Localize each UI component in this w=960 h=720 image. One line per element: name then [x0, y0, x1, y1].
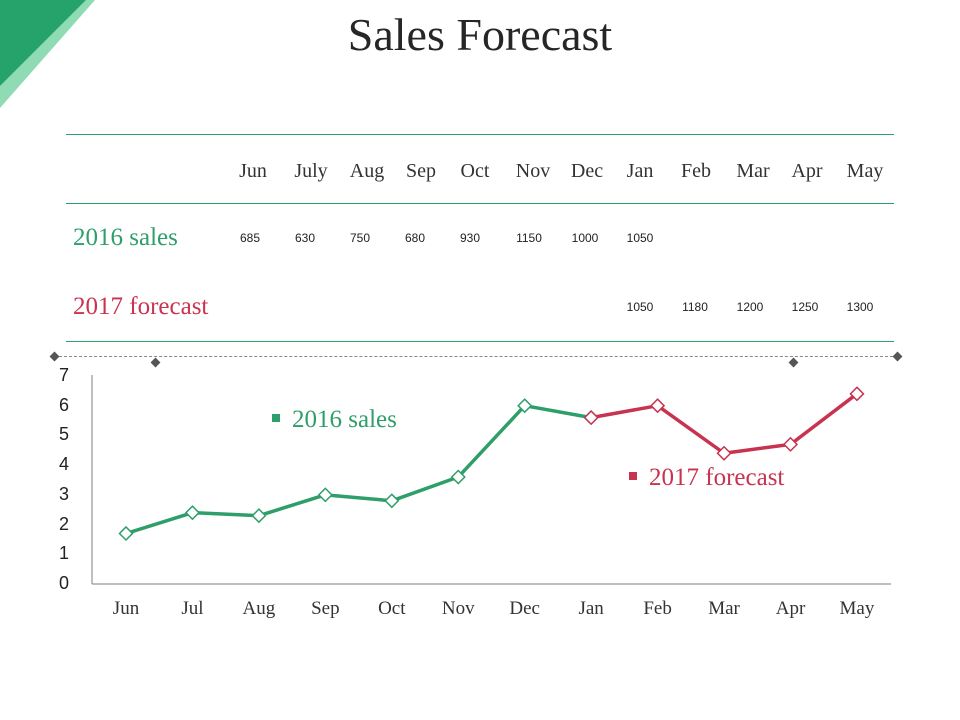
- data-point: [184, 505, 201, 521]
- table-header-cell: July: [294, 160, 328, 182]
- series-line: [125, 403, 592, 536]
- legend-marker: [272, 414, 280, 423]
- x-tick-label: Mar: [708, 598, 740, 619]
- x-tick-label: Jan: [578, 598, 604, 619]
- corner-decoration: [0, 0, 95, 108]
- data-point: [384, 493, 400, 509]
- table-header-cell: Nov: [515, 160, 551, 182]
- table-cell: 680: [404, 231, 426, 245]
- x-tick-label: Oct: [378, 598, 406, 619]
- table-cell: 930: [459, 231, 481, 245]
- y-tick-label: 3: [58, 483, 69, 504]
- legend-marker: [629, 472, 637, 481]
- data-point: [317, 487, 333, 503]
- table-cell: 1050: [626, 300, 654, 314]
- table-cell: 1200: [736, 300, 764, 314]
- data-point: [650, 398, 666, 414]
- data-point: [849, 386, 865, 402]
- x-tick-label: Dec: [509, 598, 540, 619]
- table-bottom-rule: [66, 341, 894, 342]
- table-header-cell: Dec: [570, 160, 604, 182]
- table-cell: 1250: [791, 300, 819, 314]
- data-point: [583, 410, 599, 426]
- table-top-rule: [66, 134, 894, 135]
- x-tick-label: Nov: [441, 598, 475, 619]
- data-point: [517, 398, 533, 414]
- x-tick-label: Aug: [242, 598, 276, 619]
- y-tick-label: 0: [58, 573, 69, 593]
- table-cell: 1000: [571, 231, 599, 245]
- table-cell: 1150: [516, 231, 542, 245]
- table-header-cell: May: [846, 160, 884, 182]
- x-tick-label: Jun: [112, 598, 140, 619]
- x-tick-label: Jul: [181, 598, 204, 619]
- table-cell: 685: [239, 231, 261, 245]
- y-tick-label: 4: [58, 454, 69, 475]
- table-header-cell: Oct: [460, 160, 490, 182]
- table-cell: 630: [294, 231, 316, 245]
- table-header-cell: Jan: [626, 160, 654, 182]
- table-header-rule: [66, 203, 894, 204]
- row-label-2016-sales: 2016 sales: [73, 224, 178, 251]
- selection-dashed-line: [54, 356, 898, 357]
- data-point: [782, 436, 799, 452]
- y-tick-label: 5: [58, 424, 69, 445]
- x-tick-label: Apr: [775, 598, 806, 619]
- table-header-cell: Jun: [239, 160, 267, 182]
- x-tick-label: Sep: [311, 598, 340, 619]
- legend-item-2017-forecast: 2017 forecast: [629, 464, 784, 492]
- table-cell: 1050: [626, 231, 654, 245]
- x-tick-label: Feb: [643, 598, 672, 619]
- data-point: [716, 445, 732, 461]
- table-header-cell: Sep: [406, 160, 436, 182]
- y-tick-label: 7: [58, 365, 69, 385]
- legend-label: 2017 forecast: [649, 464, 785, 491]
- y-tick-label: 2: [58, 513, 69, 534]
- row-label-2017-forecast: 2017 forecast: [73, 293, 209, 320]
- page-title: Sales Forecast: [347, 9, 613, 60]
- data-point: [118, 525, 134, 542]
- table-header-cell: Apr: [791, 160, 823, 182]
- legend-item-2016-sales: 2016 sales: [272, 406, 397, 434]
- table-header-cell: Feb: [681, 160, 711, 182]
- table-cell: 750: [349, 231, 371, 245]
- series-line: [590, 392, 859, 456]
- x-tick-label: May: [839, 598, 875, 619]
- data-point: [450, 469, 466, 485]
- data-point: [251, 508, 267, 524]
- table-cell: 1180: [682, 300, 708, 314]
- y-tick-label: 6: [58, 394, 69, 415]
- y-tick-label: 1: [58, 543, 69, 564]
- table-header-cell: Mar: [736, 160, 770, 182]
- table-cell: 1300: [846, 300, 874, 314]
- legend-label: 2016 sales: [292, 406, 397, 433]
- table-header-cell: Aug: [349, 160, 385, 182]
